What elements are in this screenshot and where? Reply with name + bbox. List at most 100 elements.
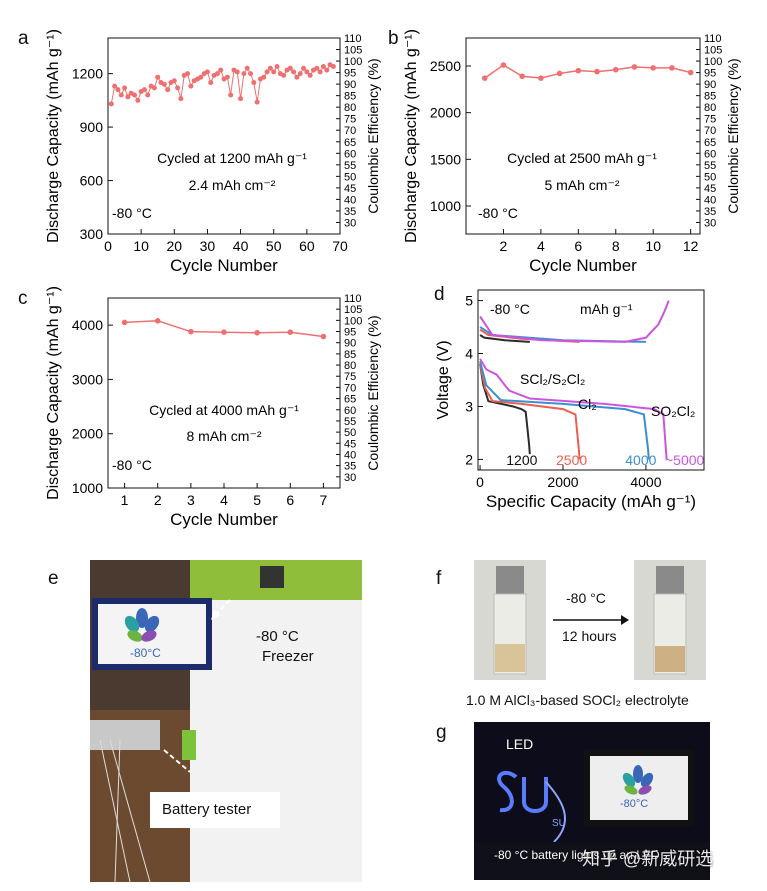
y2-tick-label-a: 80 (344, 102, 356, 114)
capacity-point-a (128, 90, 134, 96)
y2-tick-label-a: 105 (344, 45, 362, 57)
freezer-photo: -80°C -80 °C Freezer Battery tester (90, 560, 362, 882)
capacity-point-a (317, 69, 323, 75)
capacity-point-a (241, 71, 247, 77)
capacity-point-a (228, 92, 234, 98)
capacity-point-a (122, 85, 128, 91)
panel-label-b: b (388, 28, 399, 49)
y2-tick-label-b: 60 (704, 148, 716, 160)
led-word: SU (552, 818, 566, 829)
electrolyte-photo-before (474, 560, 546, 680)
annotation-d: -80 °C (490, 301, 530, 317)
capacity-point-a (218, 67, 224, 73)
capacity-point-a (274, 64, 280, 70)
capacity-point-b (650, 65, 656, 71)
capacity-point-b (631, 64, 638, 70)
capacity-point-b (687, 69, 694, 76)
y2-tick-label-b: 45 (704, 183, 716, 195)
capacity-point-a (115, 87, 121, 93)
series-label-1: 2500 (556, 452, 587, 468)
y2-tick-label-c: 75 (344, 371, 356, 383)
capacity-point-a (234, 69, 240, 75)
y2-tick-label-c: 65 (344, 394, 356, 406)
capacity-point-a (204, 69, 210, 75)
capacity-point-a (178, 96, 184, 102)
y2-tick-label-a: 65 (344, 137, 356, 149)
y2-tick-label-b: 35 (704, 206, 716, 218)
capacity-point-a (267, 65, 273, 71)
annotation-d: SO₂Cl₂ (651, 403, 695, 419)
y2-tick-label-c: 95 (344, 327, 356, 339)
y-tick-label-a: 900 (80, 119, 104, 135)
voltage-curve-discharge-0 (479, 363, 531, 455)
y2-tick-label-b: 90 (704, 79, 716, 91)
capacity-point-a (135, 97, 141, 103)
x-tick-label-a: 20 (166, 238, 182, 254)
watermark: 知乎 @新威研选 (582, 849, 714, 869)
battery-tester-label: Battery tester (162, 801, 252, 818)
annotation-b: Cycled at 2500 mAh g⁻¹ (507, 150, 657, 166)
y2-tick-label-a: 35 (344, 206, 356, 218)
annotation-a: -80 °C (112, 205, 152, 221)
y2-tick-label-b: 30 (704, 217, 716, 229)
y2-tick-label-c: 85 (344, 349, 356, 361)
capacity-point-a (238, 96, 244, 102)
capacity-point-c (188, 328, 194, 335)
capacity-point-a (148, 83, 154, 89)
led-caption: -80 °C battery lights up an LED (494, 848, 660, 862)
y2-tick-label-a: 60 (344, 148, 356, 160)
panel-label-c: c (18, 288, 28, 309)
capacity-point-a (297, 71, 303, 77)
annotation-c: 8 mAh cm⁻² (186, 428, 261, 444)
capacity-point-b (538, 75, 544, 81)
y-axis-label-a: Discharge Capacity (mAh g⁻¹) (45, 29, 62, 243)
plot-frame-b (465, 37, 701, 235)
y2-tick-label-b: 50 (704, 171, 716, 183)
y2-tick-label-b: 40 (704, 194, 716, 206)
capacity-point-a (175, 85, 181, 91)
x-axis-label-a: Cycle Number (170, 256, 278, 275)
capacity-point-a (112, 83, 118, 89)
annotation-a: 2.4 mAh cm⁻² (189, 177, 276, 193)
series-label-0: 1200 (506, 452, 537, 468)
x-axis-label-d: Specific Capacity (mAh g⁻¹) (486, 492, 696, 511)
capacity-point-a (214, 71, 220, 77)
capacity-point-a (201, 71, 207, 77)
plot-frame-d (477, 289, 705, 471)
y-tick-label-b: 1500 (430, 151, 461, 167)
capacity-point-b (481, 75, 488, 81)
x-tick-label-b: 4 (537, 238, 545, 254)
y2-tick-label-c: 90 (344, 338, 356, 350)
y-tick-label-c: 1000 (72, 480, 103, 496)
x-tick-label-c: 1 (121, 492, 129, 508)
capacity-point-c (154, 318, 161, 324)
x-tick-label-a: 30 (200, 238, 216, 254)
capacity-point-a (301, 65, 307, 71)
capacity-point-a (151, 85, 157, 91)
y2-tick-label-a: 50 (344, 171, 356, 183)
y2-tick-label-c: 105 (344, 304, 362, 316)
x-tick-label-c: 6 (286, 492, 294, 508)
capacity-point-a (287, 65, 293, 71)
y2-tick-label-c: 50 (344, 427, 356, 439)
y2-tick-label-b: 70 (704, 125, 716, 137)
series-label-3: ~5000 (665, 452, 705, 468)
voltage-curve-discharge-2 (479, 361, 650, 460)
x-tick-label-c: 7 (320, 492, 328, 508)
annotation-d: Cl₂ (578, 396, 597, 412)
x-tick-label-b: 10 (645, 238, 661, 254)
y-tick-label-b: 2500 (430, 58, 461, 74)
y2-tick-label-b: 85 (704, 91, 716, 103)
capacity-point-a (254, 99, 260, 105)
arrow-label-bottom: 12 hours (562, 628, 617, 644)
y-axis-label-d: Voltage (V) (435, 340, 452, 419)
y2-tick-label-a: 55 (344, 160, 356, 172)
y-axis-label-b: Discharge Capacity (mAh g⁻¹) (403, 29, 420, 243)
capacity-point-b (575, 67, 582, 74)
y2-tick-label-c: 100 (344, 315, 362, 327)
annotation-b: 5 mAh cm⁻² (544, 177, 619, 193)
y2-tick-label-a: 30 (344, 217, 356, 229)
annotation-a: Cycled at 1200 mAh g⁻¹ (157, 150, 307, 166)
capacity-point-a (284, 67, 290, 73)
y-tick-label-d: 4 (465, 346, 473, 362)
